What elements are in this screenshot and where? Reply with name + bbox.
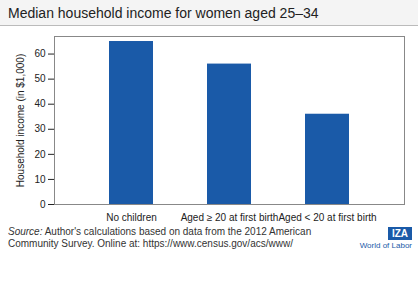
- svg-text:40: 40: [34, 98, 46, 109]
- html-text:Median household income for wo: Median household income for women aged 2…: [8, 5, 319, 21]
- svg-text:Household income (in $1,000): Household income (in $1,000): [15, 54, 26, 187]
- svg-text:30: 30: [34, 123, 46, 134]
- svg-text:No children: No children: [106, 212, 157, 223]
- svg-text:Aged ≥ 20 at first birth: Aged ≥ 20 at first birth: [181, 212, 279, 223]
- html-text:World of Labor: World of Labor: [359, 241, 412, 250]
- svg-text:20: 20: [34, 149, 46, 160]
- svg-text:60: 60: [34, 48, 46, 59]
- html-text:Source: Author's calculations: Source: Author's calculations based on d…: [8, 226, 312, 249]
- svg-text:Aged < 20 at first birth: Aged < 20 at first birth: [278, 212, 376, 223]
- svg-text:50: 50: [34, 73, 46, 84]
- svg-text:10: 10: [34, 174, 46, 185]
- svg-text:0: 0: [40, 199, 46, 210]
- html-text:IZA: IZA: [391, 228, 408, 239]
